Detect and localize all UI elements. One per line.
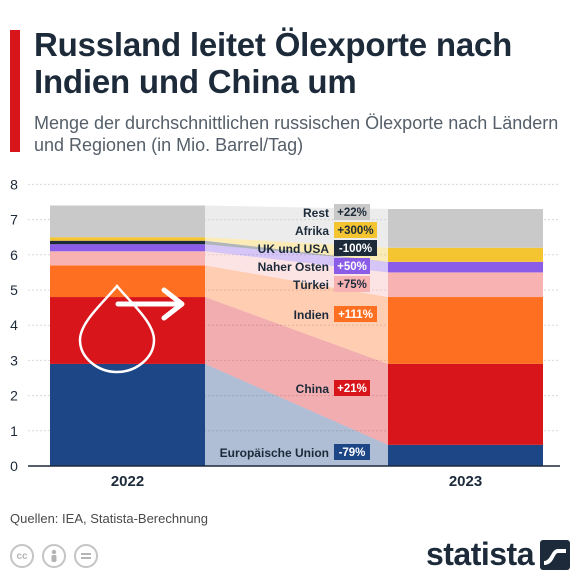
stacked-bar-chart: 0 1 2 3 4 5 6 7 8 2022 2023 Europäische Union -79% Ch… xyxy=(10,176,560,490)
statista-logo-icon xyxy=(540,539,570,570)
y-tick-label: 0 xyxy=(10,458,18,474)
brand-name: statista xyxy=(425,536,535,572)
y-tick-label: 5 xyxy=(10,282,18,298)
y-tick-label: 3 xyxy=(10,352,18,368)
series-label: UK und USA xyxy=(258,242,330,256)
x-tick-label: 2022 xyxy=(111,473,144,490)
change-badge-label: -79% xyxy=(339,447,366,459)
bar-segment xyxy=(50,251,205,266)
change-badge xyxy=(334,380,370,396)
y-tick-label: 2 xyxy=(10,388,18,404)
bar-segment xyxy=(388,209,543,248)
bar-segment xyxy=(50,265,205,298)
bar-segment xyxy=(50,205,205,238)
bar-segment xyxy=(388,363,543,445)
source-note: Quellen: IEA, Statista-Berechnung xyxy=(10,511,209,526)
change-badge-label: +300% xyxy=(337,225,373,237)
chart-subtitle: Menge der durchschnittlichen russischen … xyxy=(34,113,559,155)
series-label: Europäische Union xyxy=(220,446,329,460)
change-badge-label: +75% xyxy=(337,279,367,291)
change-badge-label: +21% xyxy=(337,383,367,395)
series-label: Naher Osten xyxy=(258,260,329,274)
bar-segment xyxy=(50,240,205,245)
flow-ribbon xyxy=(205,297,388,445)
bar-segment xyxy=(388,272,543,298)
arrow-right-icon xyxy=(161,287,185,321)
change-badge-label: +111% xyxy=(338,309,373,321)
x-tick-label: 2023 xyxy=(449,473,482,490)
oil-drop-icon xyxy=(78,284,156,374)
flow-ribbon xyxy=(205,363,388,466)
y-tick-label: 4 xyxy=(10,317,18,333)
change-badge xyxy=(334,240,377,256)
series-label: Rest xyxy=(303,206,329,220)
change-badge xyxy=(334,306,377,322)
series-label: Afrika xyxy=(295,224,329,238)
change-badge-label: +22% xyxy=(337,207,367,219)
change-badge xyxy=(334,444,370,460)
title-accent-bar xyxy=(10,30,20,152)
bar-segment xyxy=(388,444,543,466)
change-badge xyxy=(334,204,370,220)
person-icon[interactable] xyxy=(42,544,66,568)
change-badge xyxy=(334,276,370,292)
change-badge xyxy=(334,258,370,274)
bar-segment xyxy=(50,363,205,466)
y-tick-label: 7 xyxy=(10,212,18,228)
bar-segment xyxy=(388,297,543,364)
license-icons: cc xyxy=(10,544,98,568)
statista-logo[interactable]: statista xyxy=(426,536,570,573)
chart-title: Russland leitet Ölexporte nach Indien un… xyxy=(34,26,513,100)
series-label: Türkei xyxy=(293,278,329,292)
change-badge xyxy=(334,222,377,238)
bar-segment xyxy=(388,247,543,262)
flow-ribbon xyxy=(205,240,388,262)
change-badge-label: -100% xyxy=(339,243,372,255)
y-tick-label: 8 xyxy=(10,176,18,192)
bar-segment xyxy=(50,244,205,252)
equals-icon[interactable] xyxy=(74,544,98,568)
series-label: China xyxy=(296,382,330,396)
bar-segment xyxy=(50,237,205,241)
cc-icon[interactable]: cc xyxy=(10,544,34,568)
y-tick-label: 6 xyxy=(10,247,18,263)
series-label: Indien xyxy=(294,308,329,322)
bar-segment xyxy=(388,261,543,273)
y-tick-label: 1 xyxy=(10,423,18,439)
change-badge-label: +50% xyxy=(337,261,367,273)
